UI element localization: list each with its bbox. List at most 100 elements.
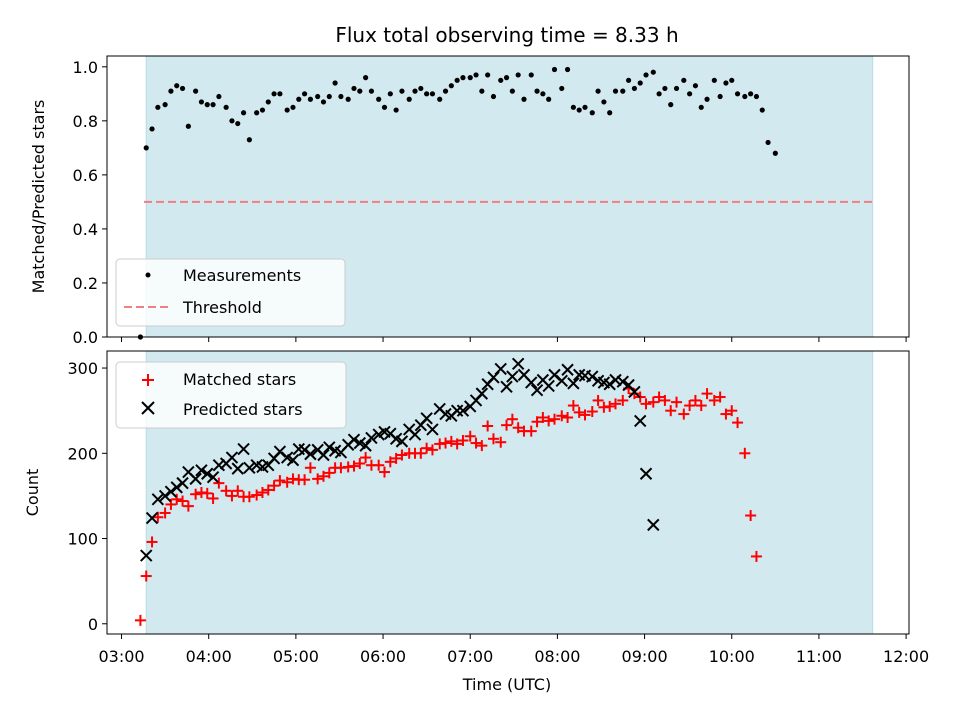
- measurement-point: [698, 104, 704, 110]
- measurement-point: [326, 93, 332, 100]
- count-legend-box: [115, 361, 347, 429]
- matched-stars-point: [396, 449, 408, 461]
- measurement-point: [734, 91, 741, 97]
- matched-stars-point: [525, 425, 537, 437]
- measurement-point: [723, 80, 729, 86]
- measurement-point: [387, 91, 393, 97]
- matched-stars-point: [268, 480, 280, 492]
- measurement-point: [637, 80, 643, 86]
- measurement-point: [246, 137, 252, 143]
- predicted-stars-point: [195, 464, 208, 477]
- matched-stars-point: [251, 489, 263, 501]
- matched-stars-point: [501, 419, 513, 431]
- measurement-point: [631, 85, 638, 92]
- matched-stars-point: [232, 485, 244, 497]
- measurement-point: [704, 96, 710, 102]
- predicted-stars-point: [586, 370, 599, 383]
- x-tick-label: 05:00: [273, 647, 319, 666]
- measurement-point: [485, 72, 491, 78]
- matched-stars-point: [556, 410, 568, 422]
- predicted-stars-point: [395, 435, 409, 448]
- measurement-point: [229, 118, 235, 124]
- matched-stars-point: [299, 474, 311, 486]
- measurement-point: [528, 72, 534, 78]
- y-tick-label: 0.0: [73, 328, 98, 347]
- measurement-point: [546, 96, 552, 102]
- measurement-point: [687, 91, 693, 97]
- matched-stars-point: [262, 484, 274, 496]
- predicted-stars-point: [426, 423, 439, 436]
- measurement-point: [612, 88, 619, 94]
- matched-stars-point: [445, 435, 457, 447]
- matched-stars-point: [190, 488, 202, 500]
- matched-stars-point: [451, 438, 463, 450]
- x-tick-label: 03:00: [98, 647, 144, 666]
- measurement-point: [711, 77, 717, 83]
- matched-stars-point: [348, 460, 360, 472]
- measurement-point: [620, 88, 626, 94]
- matched-stars-point: [360, 452, 372, 464]
- matched-stars-point: [495, 436, 507, 448]
- matched-stars-point: [457, 435, 469, 447]
- measurement-point: [559, 85, 565, 92]
- matched-stars-point: [745, 510, 757, 522]
- y-tick-label: 0.6: [73, 166, 98, 185]
- matched-stars-point: [134, 614, 146, 626]
- matched-stars-point: [281, 476, 293, 488]
- matched-stars-point: [421, 442, 433, 454]
- measurement-point: [363, 75, 369, 81]
- measurement-point: [216, 93, 222, 100]
- measurement-point: [179, 85, 186, 92]
- measurement-point: [284, 107, 290, 113]
- predicted-stars-point: [304, 447, 317, 461]
- threshold-legend-label: Threshold: [182, 298, 262, 317]
- matched-stars-point: [548, 413, 560, 425]
- matched-stars-point: [579, 409, 591, 421]
- predicted-stars-point: [189, 472, 202, 486]
- matched-stars-point: [207, 492, 219, 504]
- predicted-stars-point: [475, 387, 489, 400]
- measurement-point: [368, 88, 375, 94]
- predicted-stars-point: [298, 443, 311, 457]
- predicted-stars-point: [170, 481, 183, 494]
- predicted-stars-point: [450, 404, 464, 417]
- predicted-stars-point: [494, 362, 507, 376]
- matched-stars-point: [573, 406, 585, 418]
- measurement-point: [473, 72, 479, 78]
- predicted-stars-point: [359, 439, 372, 452]
- measurement-point: [143, 145, 149, 151]
- predicted-stars-point: [634, 414, 647, 428]
- y-tick-label: 0.4: [73, 220, 98, 239]
- measurement-point: [681, 77, 687, 83]
- x-tick-label: 09:00: [622, 647, 668, 666]
- measurement-point: [424, 91, 430, 97]
- matched-stars-point: [604, 400, 616, 412]
- measurement-point: [759, 107, 765, 113]
- measurement-point: [595, 88, 601, 94]
- predicted-stars-point: [616, 375, 629, 388]
- predicted-stars-point: [567, 377, 580, 390]
- measurement-point: [254, 110, 260, 116]
- predicted-stars-point: [639, 467, 653, 480]
- matched-stars-point: [750, 550, 762, 562]
- ratio-legend-box: [115, 258, 346, 327]
- measurement-point: [540, 91, 546, 97]
- predicted-stars-point: [231, 462, 244, 475]
- measurement-point: [406, 96, 412, 102]
- matched-stars-point: [312, 473, 324, 485]
- matched-stars-point: [647, 396, 659, 408]
- predicted-stars-point: [603, 378, 616, 391]
- measurement-point: [503, 75, 510, 81]
- measurement-point: [534, 88, 540, 94]
- matched-stars-point: [213, 477, 225, 489]
- measurement-point: [174, 83, 180, 89]
- matched-stars-point: [592, 394, 604, 406]
- matched-stars-point: [171, 493, 183, 505]
- matched-stars-point: [640, 398, 652, 410]
- predicted-stars-point: [206, 470, 220, 484]
- x-tick-label: 10:00: [709, 647, 755, 666]
- predicted-stars-point: [561, 363, 574, 376]
- measurement-point: [290, 104, 296, 110]
- count-panel-frame: [106, 350, 910, 635]
- y-tick-label: 1.0: [73, 58, 98, 77]
